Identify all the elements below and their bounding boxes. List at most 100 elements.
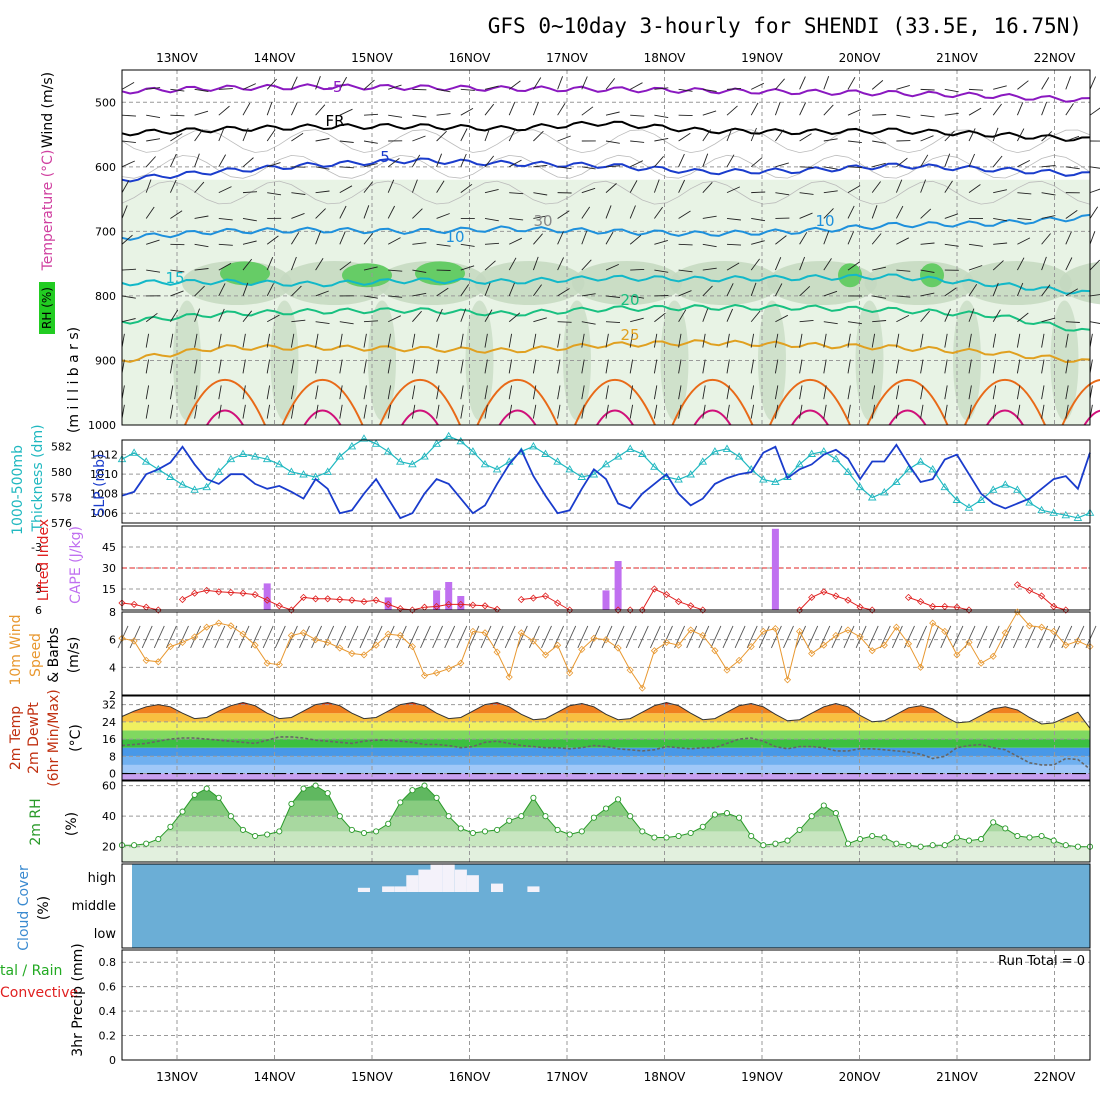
high-cloud-bar bbox=[527, 886, 540, 892]
thickness-point bbox=[396, 457, 405, 465]
li-point bbox=[263, 596, 271, 604]
rh-frame bbox=[121, 780, 1091, 863]
surface-wind-barb bbox=[1000, 625, 1012, 649]
surface-wind-barb bbox=[625, 625, 637, 649]
wind-barb bbox=[194, 215, 209, 219]
wind-barb bbox=[896, 157, 908, 168]
wind-barb bbox=[750, 385, 755, 400]
wind-barb bbox=[823, 76, 830, 90]
wind-barb bbox=[508, 333, 513, 348]
wind-barb bbox=[436, 308, 443, 322]
surface-wind-barb bbox=[528, 625, 540, 649]
date-label-top: 16NOV bbox=[449, 51, 491, 65]
li-point bbox=[868, 606, 876, 614]
rh-point bbox=[796, 826, 803, 833]
wind-barb bbox=[460, 183, 473, 193]
rh-point bbox=[832, 810, 839, 817]
surface-wind-barb bbox=[202, 625, 214, 649]
li-point bbox=[844, 596, 852, 604]
rh-mid-blob bbox=[474, 261, 585, 305]
wind-barb bbox=[388, 315, 401, 323]
rh-mid-blob bbox=[572, 261, 682, 305]
li-point bbox=[687, 602, 695, 610]
thickness-point bbox=[952, 495, 962, 503]
wind-barb bbox=[895, 404, 900, 419]
wind-barb bbox=[968, 107, 982, 116]
wind-y-tick: 4 bbox=[109, 661, 116, 674]
isotherm-35-loop bbox=[986, 409, 1024, 426]
wind-barb bbox=[751, 218, 766, 222]
wind-barb bbox=[605, 111, 620, 116]
wind-speed-point bbox=[687, 626, 695, 634]
rh-point bbox=[857, 836, 864, 843]
wind-barb bbox=[266, 359, 271, 374]
date-label-top: 20NOV bbox=[839, 51, 881, 65]
wind-barb bbox=[992, 404, 997, 419]
wind-barb bbox=[1065, 166, 1080, 170]
wind-barb bbox=[533, 164, 548, 168]
wind-barb bbox=[654, 156, 664, 168]
thickness-point bbox=[892, 477, 901, 486]
li-point bbox=[517, 595, 525, 604]
surface-wind-barb bbox=[468, 625, 480, 649]
rh-point bbox=[578, 828, 585, 835]
isotherm-15 bbox=[121, 273, 1091, 295]
rh-point bbox=[191, 791, 198, 798]
wind-barb bbox=[629, 82, 643, 90]
temp-y-tick: 24 bbox=[102, 716, 116, 729]
rh-point bbox=[360, 829, 368, 837]
wind-barb bbox=[557, 359, 561, 374]
wind-barb bbox=[1089, 231, 1096, 245]
high-cloud-bar bbox=[406, 875, 419, 892]
contour-label: 30 bbox=[533, 212, 552, 230]
wind-barb bbox=[218, 186, 232, 194]
thickness-point bbox=[129, 448, 139, 456]
wind-barb bbox=[726, 105, 738, 116]
wind-barb bbox=[146, 239, 160, 245]
wind-barb bbox=[847, 333, 851, 348]
wind-barb bbox=[509, 218, 524, 221]
rh-point bbox=[772, 840, 779, 847]
wind-barb bbox=[920, 292, 935, 297]
cape-bar bbox=[445, 582, 453, 610]
wind-barb bbox=[339, 359, 343, 374]
isotherm-35-loop bbox=[206, 409, 244, 426]
date-label-top: 14NOV bbox=[254, 51, 296, 65]
surface-wind-barb bbox=[710, 625, 722, 649]
wind-barb bbox=[920, 310, 930, 323]
rh-point bbox=[953, 834, 960, 841]
thickness-point bbox=[759, 475, 768, 483]
wind-barb bbox=[774, 385, 779, 400]
isotherm--5 bbox=[121, 83, 1091, 103]
surface-wind-barb bbox=[1085, 625, 1097, 649]
wind-barb bbox=[823, 208, 834, 219]
rh-point bbox=[1002, 825, 1009, 832]
slp-y-tick: 1008 bbox=[90, 488, 118, 501]
rh-point bbox=[808, 813, 815, 820]
wind-barb bbox=[726, 308, 734, 322]
li-point bbox=[154, 606, 162, 614]
wind-barb bbox=[145, 206, 155, 219]
wind-barb bbox=[242, 258, 253, 271]
wind-barb bbox=[1041, 317, 1056, 323]
rh-column bbox=[758, 300, 786, 421]
thickness-point bbox=[190, 485, 199, 493]
li-point bbox=[1025, 586, 1034, 594]
wind-barb bbox=[750, 310, 761, 323]
wind-barb bbox=[993, 85, 1007, 90]
precip-conv-label: Convective bbox=[0, 985, 78, 1001]
surface-wind-barb bbox=[686, 625, 698, 649]
wind-barb bbox=[847, 359, 851, 374]
temp2m-label: 2m Temp bbox=[8, 706, 24, 770]
wind-barb bbox=[169, 179, 177, 193]
wind-barb bbox=[847, 109, 861, 116]
contour-label: 5 bbox=[380, 148, 390, 166]
rh-point bbox=[929, 842, 936, 849]
wind-barb bbox=[363, 333, 367, 348]
temp-frame bbox=[121, 695, 1091, 781]
wind-barb bbox=[363, 266, 378, 271]
wind-speed-point bbox=[820, 641, 828, 649]
thickness-point bbox=[468, 447, 478, 455]
temp-y-tick: 16 bbox=[102, 733, 116, 746]
wind-barb bbox=[460, 108, 474, 116]
